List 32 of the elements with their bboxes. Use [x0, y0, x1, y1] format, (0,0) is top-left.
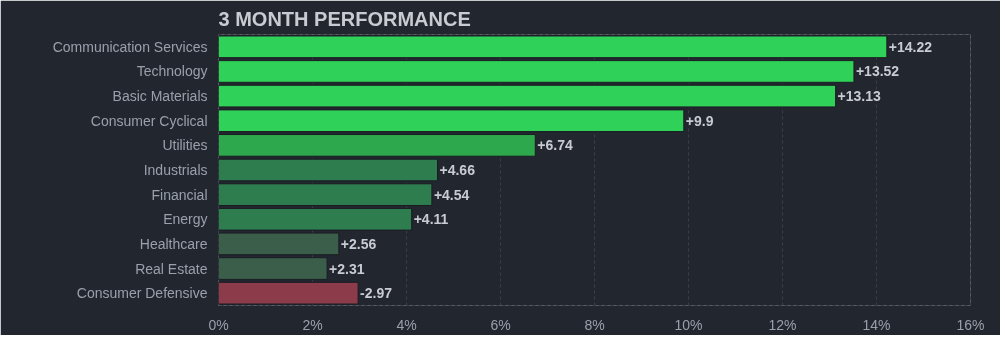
data-label: -2.97 — [360, 285, 393, 302]
y-tick-label: Technology — [136, 63, 208, 80]
y-tick-label: Utilities — [162, 137, 208, 154]
x-tick-label: 14% — [862, 316, 891, 333]
x-tick-label: 4% — [396, 316, 417, 333]
x-tick-label: 2% — [302, 316, 323, 333]
data-label: +4.54 — [433, 186, 470, 203]
data-label: +14.22 — [888, 38, 933, 55]
y-tick-label: Consumer Cyclical — [90, 112, 208, 129]
data-label: +2.31 — [329, 260, 365, 277]
x-tick-label: 16% — [956, 316, 985, 333]
data-label: +13.13 — [837, 88, 882, 105]
data-label: +9.9 — [685, 112, 714, 129]
y-tick-label: Basic Materials — [112, 88, 208, 105]
x-tick-label: 8% — [584, 316, 605, 333]
y-tick-label: Communication Services — [52, 38, 208, 55]
x-tick-label: 6% — [490, 316, 511, 333]
data-label: +4.11 — [413, 211, 449, 228]
y-tick-label: Healthcare — [139, 235, 208, 252]
y-tick-label: Consumer Defensive — [76, 285, 208, 302]
y-tick-label: Industrials — [143, 162, 208, 178]
x-tick-label: 12% — [768, 316, 797, 333]
data-label: +4.66 — [439, 162, 476, 178]
y-tick-label: Energy — [163, 211, 208, 228]
chart-title: 3 MONTH PERFORMANCE — [218, 7, 471, 30]
data-label: +13.52 — [855, 63, 900, 80]
x-tick-label: 10% — [674, 316, 703, 333]
data-label: +2.56 — [340, 235, 377, 252]
y-tick-label: Real Estate — [135, 260, 208, 277]
data-label: +6.74 — [537, 137, 573, 154]
y-tick-label: Financial — [151, 186, 208, 203]
x-tick-label: 0% — [208, 316, 229, 333]
